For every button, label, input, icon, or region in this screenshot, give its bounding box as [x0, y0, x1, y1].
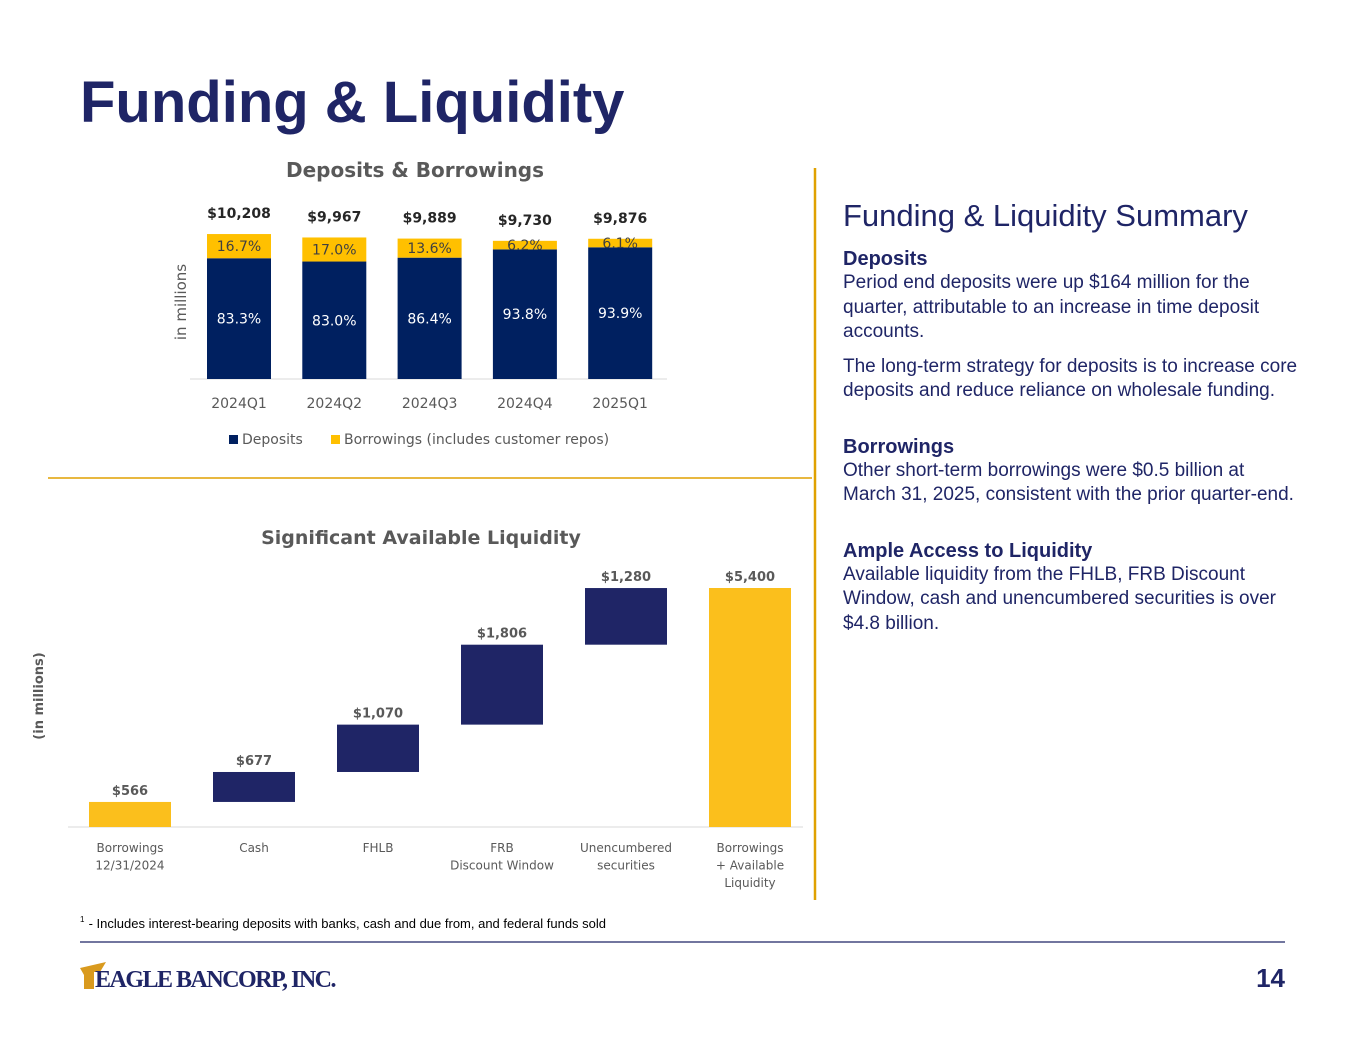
total-label: $10,208 — [207, 206, 271, 222]
section-heading: Borrowings — [843, 435, 955, 458]
y-axis-label: in millions — [172, 264, 190, 340]
x-tick-label: Cash — [239, 841, 269, 855]
x-tick-label: 2024Q2 — [307, 396, 363, 412]
summary-title: Funding & Liquidity Summary — [843, 198, 1248, 233]
section-text: The long-term strategy for deposits is t… — [843, 355, 1298, 402]
section-text: Other short-term borrowings were $0.5 bi… — [843, 459, 1294, 506]
x-tick-label: 2024Q1 — [211, 396, 267, 412]
y-axis-label: (in millions) — [32, 652, 47, 739]
logo-icon — [80, 962, 106, 989]
total-label: $9,730 — [498, 213, 552, 229]
summary-section: Deposits Period end deposits were up $164… — [843, 248, 1298, 404]
summary: Funding & Liquidity Summary Deposits Peri… — [843, 198, 1298, 668]
bar — [709, 587, 791, 827]
summary-section: Ample Access to Liquidity Available liqui… — [843, 540, 1298, 637]
legend-swatch — [331, 435, 340, 444]
bar — [213, 771, 295, 802]
section-text: Available liquidity from the FHLB, FRB D… — [843, 563, 1277, 634]
data-label: 93.9% — [598, 306, 642, 322]
bar — [337, 724, 419, 772]
data-label: 6.1% — [602, 236, 638, 252]
section-text: Period end deposits were up $164 million… — [843, 272, 1260, 342]
data-label: $1,806 — [477, 627, 527, 642]
data-label: 83.0% — [312, 313, 356, 329]
data-label: $1,280 — [601, 570, 651, 585]
bar-segment — [397, 238, 462, 258]
data-label: $5,400 — [725, 570, 775, 585]
data-label: 83.3% — [217, 312, 261, 328]
bar — [89, 801, 171, 827]
total-label: $9,967 — [307, 209, 361, 225]
logo: EAGLE BANCORP, INC. — [95, 967, 335, 993]
x-tick-label: Liquidity — [724, 876, 775, 890]
bar-segment — [492, 240, 557, 250]
data-label: $1,070 — [353, 707, 403, 722]
x-tick-label: FHLB — [363, 841, 394, 855]
x-tick-label: Borrowings — [717, 841, 784, 855]
bar-segment — [302, 261, 367, 379]
x-tick-label: 2025Q1 — [592, 396, 648, 412]
chart-title: Significant Available Liquidity — [261, 527, 581, 549]
legend-label: Deposits — [242, 432, 303, 448]
x-tick-label: Borrowings — [97, 841, 164, 855]
bar-segment — [492, 249, 557, 379]
data-label: $566 — [112, 784, 148, 799]
bar-segment — [397, 257, 462, 379]
x-tick-label: + Available — [716, 859, 784, 873]
footnote: - Includes interest-bearing deposits wit… — [85, 916, 606, 931]
total-label: $9,889 — [403, 211, 457, 227]
data-label: 17.0% — [312, 242, 356, 258]
legend-swatch — [229, 435, 238, 444]
bar — [461, 644, 543, 725]
x-tick-label: Unencumbered — [580, 841, 672, 855]
bar — [585, 588, 667, 645]
x-tick-label: 2024Q4 — [497, 396, 553, 412]
bar-segment — [207, 258, 271, 379]
x-tick-label: securities — [597, 859, 655, 873]
data-label: 13.6% — [407, 241, 451, 257]
bar-segment — [207, 234, 271, 259]
footnote-marker: 1 — [80, 915, 85, 924]
section-heading: Deposits — [843, 248, 928, 270]
slide-title: Funding & Liquidity — [80, 70, 624, 135]
bar-segment — [302, 237, 367, 262]
legend-label: Borrowings (includes customer repos) — [344, 432, 609, 448]
data-label: 16.7% — [217, 239, 261, 255]
x-tick-label: FRB — [490, 841, 513, 855]
total-label: $9,876 — [593, 211, 647, 227]
section-heading: Ample Access to Liquidity — [843, 539, 1093, 562]
data-label: $677 — [236, 754, 272, 769]
data-label: 6.2% — [507, 238, 543, 254]
x-tick-label: 2024Q3 — [402, 396, 458, 412]
data-label: 93.8% — [503, 307, 547, 323]
chart-title: Deposits & Borrowings — [286, 158, 544, 182]
bar-segment — [588, 247, 653, 379]
page-number: 14 — [1256, 963, 1285, 993]
summary-section: Borrowings Other short-term borrowings we… — [843, 436, 1298, 508]
x-tick-label: Discount Window — [450, 859, 554, 873]
x-tick-label: 12/31/2024 — [95, 859, 164, 873]
bar-segment — [588, 238, 653, 248]
data-label: 86.4% — [407, 311, 451, 327]
